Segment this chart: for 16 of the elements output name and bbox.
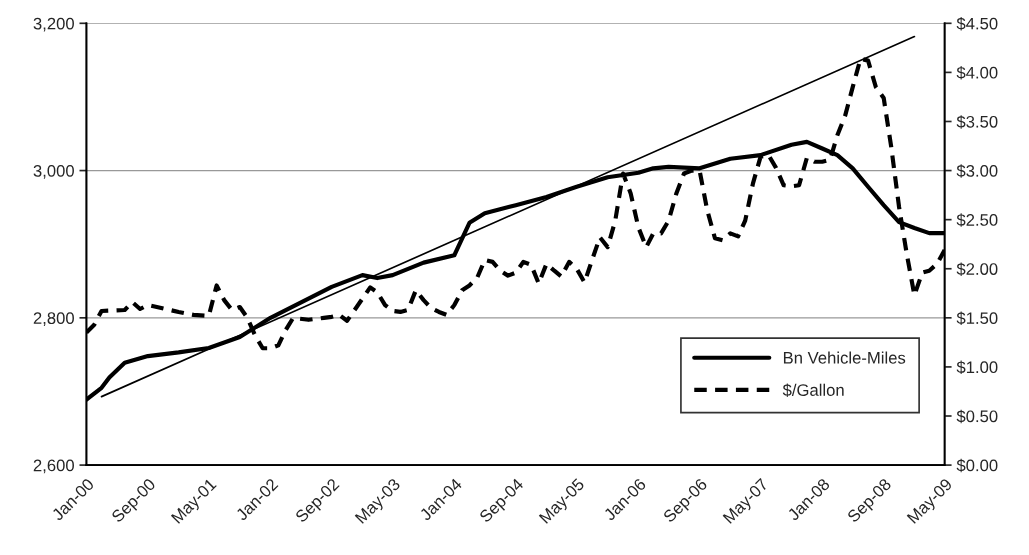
legend-label: Bn Vehicle-Miles [783,351,906,364]
y-tick-label: 2,800 [33,312,74,326]
y-tick-label: 2,600 [33,459,74,474]
y2-tick-label: $1.00 [956,360,998,375]
legend-label: $/Gallon [782,383,844,397]
y2-tick-label: $4.00 [956,66,998,80]
y2-tick-label: $1.50 [956,311,998,326]
y-tick-label: 3,000 [33,164,74,179]
y2-tick-label: $4.50 [956,17,998,31]
y-tick-label: 3,200 [33,17,74,32]
y2-tick-label: $0.00 [956,458,998,473]
y2-tick-label: $3.00 [956,164,998,178]
y2-tick-label: $2.50 [956,213,998,227]
y2-tick-label: $2.00 [956,262,998,276]
y2-tick-label: $3.50 [956,115,998,129]
y2-tick-label: $0.50 [956,409,998,424]
